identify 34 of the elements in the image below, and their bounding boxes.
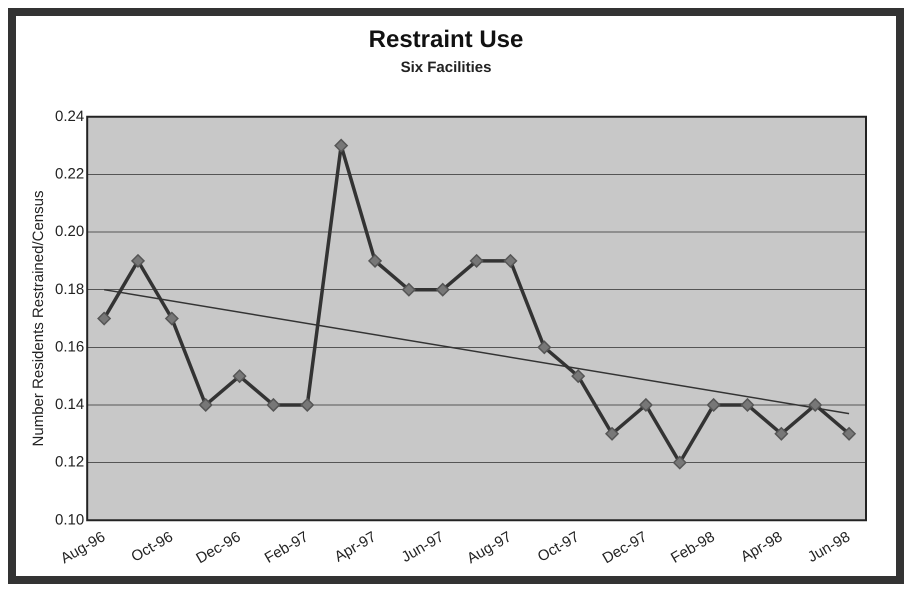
point — [198, 398, 212, 412]
y-tick-label: 0.10 — [54, 511, 84, 528]
y-tick-label: 0.16 — [54, 338, 84, 356]
point — [504, 254, 518, 268]
y-tick-label: 0.18 — [54, 280, 84, 298]
point — [368, 254, 382, 268]
y-tick-label: 0.22 — [54, 166, 84, 183]
point — [842, 427, 856, 441]
point — [774, 427, 788, 441]
point — [300, 398, 314, 412]
y-tick-label: 0.24 — [54, 108, 84, 125]
point — [706, 398, 720, 412]
point — [605, 427, 619, 441]
point — [402, 282, 416, 296]
chart-subtitle: Six Facilities — [400, 58, 492, 76]
point — [97, 312, 111, 326]
point — [436, 282, 450, 296]
point — [808, 398, 822, 412]
point — [639, 398, 653, 412]
y-axis-title: Number Residents Restrained/Census — [30, 190, 48, 446]
point — [538, 340, 552, 354]
point — [470, 254, 484, 268]
point — [571, 369, 585, 383]
y-tick-label: 0.14 — [54, 396, 84, 414]
chart-title: Restraint Use — [368, 26, 524, 54]
point — [131, 254, 145, 268]
y-tick-label: 0.12 — [54, 454, 84, 471]
point — [334, 138, 348, 152]
point — [232, 369, 246, 383]
point — [266, 398, 280, 412]
point — [740, 398, 754, 412]
point — [673, 456, 687, 470]
y-tick-label: 0.20 — [54, 223, 84, 240]
point — [165, 312, 179, 326]
